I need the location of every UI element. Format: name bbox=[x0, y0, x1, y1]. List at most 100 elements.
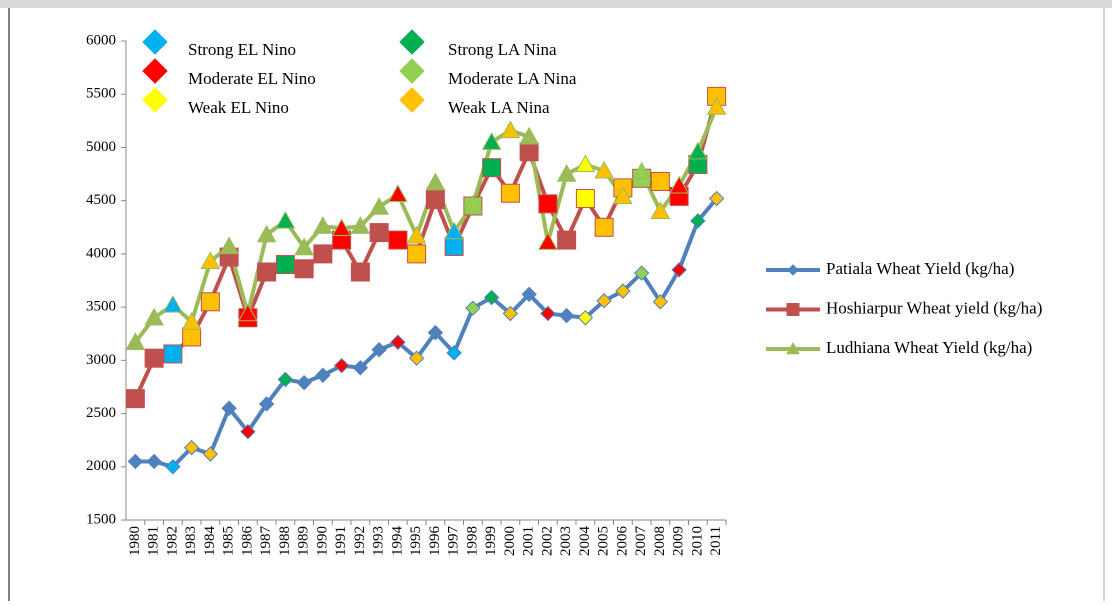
enso-marker bbox=[502, 305, 519, 322]
point-marker bbox=[350, 216, 371, 234]
x-tick-label: 2010 bbox=[689, 526, 705, 556]
point-marker bbox=[369, 197, 389, 215]
x-tick-label: 1997 bbox=[446, 526, 462, 557]
enso-marker bbox=[181, 311, 202, 330]
y-tick-label: 2500 bbox=[86, 405, 116, 421]
x-tick-label: 1992 bbox=[352, 526, 368, 556]
enso-legend-marker bbox=[142, 87, 168, 113]
point-marker bbox=[352, 360, 369, 376]
x-tick-label: 1980 bbox=[127, 526, 143, 556]
enso-marker bbox=[333, 357, 350, 374]
x-tick-label: 1998 bbox=[464, 526, 480, 556]
point-marker bbox=[256, 224, 277, 243]
point-marker bbox=[125, 332, 146, 350]
enso-marker bbox=[575, 189, 595, 209]
point-marker bbox=[427, 324, 444, 341]
enso-marker bbox=[688, 141, 708, 160]
enso-legend-label: Strong LA Nina bbox=[448, 40, 557, 59]
x-tick-label: 1988 bbox=[277, 526, 293, 556]
enso-marker bbox=[500, 120, 521, 139]
x-tick-label: 1999 bbox=[483, 526, 499, 556]
enso-marker bbox=[277, 371, 294, 388]
enso-marker bbox=[275, 255, 295, 275]
enso-marker bbox=[594, 217, 614, 237]
enso-marker bbox=[482, 158, 502, 178]
x-tick-label: 2009 bbox=[671, 526, 687, 556]
x-tick-label: 2008 bbox=[652, 526, 668, 556]
x-tick-label: 2011 bbox=[708, 526, 724, 555]
enso-marker bbox=[200, 292, 220, 312]
enso-legend-marker bbox=[399, 58, 425, 84]
x-tick-label: 2005 bbox=[596, 526, 612, 556]
enso-marker bbox=[483, 289, 500, 306]
enso-marker bbox=[594, 160, 614, 179]
enso-marker bbox=[615, 283, 631, 299]
x-tick-label: 2002 bbox=[539, 526, 555, 556]
point-marker bbox=[315, 367, 331, 383]
enso-marker bbox=[444, 221, 464, 240]
enso-marker bbox=[708, 190, 725, 207]
point-marker bbox=[144, 348, 164, 368]
enso-marker bbox=[500, 183, 520, 203]
x-tick-label: 2000 bbox=[502, 526, 518, 556]
y-tick-label: 2000 bbox=[86, 458, 116, 474]
legend-marker bbox=[786, 341, 800, 355]
enso-legend-label: Weak EL Nino bbox=[188, 98, 289, 117]
point-marker bbox=[257, 262, 277, 282]
legend-marker bbox=[787, 264, 799, 276]
point-marker bbox=[369, 223, 389, 243]
point-marker bbox=[221, 400, 237, 416]
point-marker bbox=[219, 236, 239, 255]
enso-legend-marker bbox=[142, 58, 168, 84]
y-tick-label: 3000 bbox=[86, 352, 116, 368]
enso-marker bbox=[406, 225, 427, 244]
enso-marker bbox=[538, 194, 558, 214]
x-tick-label: 2007 bbox=[633, 526, 649, 557]
point-marker bbox=[425, 172, 446, 191]
enso-marker bbox=[182, 327, 202, 347]
enso-legend-label: Weak LA Nina bbox=[448, 98, 550, 117]
point-marker bbox=[519, 126, 539, 145]
enso-marker bbox=[481, 132, 502, 150]
point-marker bbox=[557, 230, 577, 250]
x-tick-label: 1996 bbox=[427, 526, 443, 557]
point-marker bbox=[425, 190, 445, 210]
point-marker bbox=[127, 453, 144, 470]
enso-marker bbox=[669, 175, 689, 194]
x-tick-label: 2006 bbox=[614, 526, 630, 557]
point-marker bbox=[146, 453, 162, 470]
enso-marker bbox=[650, 201, 671, 220]
x-tick-label: 1982 bbox=[164, 526, 180, 556]
point-marker bbox=[519, 142, 539, 162]
legend-label: Patiala Wheat Yield (kg/ha) bbox=[826, 259, 1014, 278]
x-tick-label: 1990 bbox=[314, 526, 330, 556]
enso-marker bbox=[444, 236, 464, 256]
enso-legend-marker bbox=[399, 29, 425, 55]
x-tick-label: 1981 bbox=[146, 526, 162, 556]
x-tick-label: 1986 bbox=[239, 526, 255, 557]
x-tick-label: 1984 bbox=[202, 526, 218, 557]
x-tick-label: 1991 bbox=[333, 526, 349, 556]
enso-marker bbox=[652, 294, 669, 310]
y-tick-label: 3500 bbox=[86, 299, 116, 315]
enso-marker bbox=[408, 350, 425, 366]
enso-legend-label: Moderate LA Nina bbox=[448, 69, 577, 88]
enso-marker bbox=[388, 184, 408, 202]
enso-marker bbox=[200, 251, 221, 270]
series-line bbox=[135, 197, 719, 469]
point-marker bbox=[144, 307, 164, 326]
x-tick-label: 1985 bbox=[221, 526, 237, 556]
x-tick-label: 2004 bbox=[577, 526, 593, 557]
enso-marker bbox=[671, 262, 687, 278]
point-marker bbox=[296, 374, 312, 391]
enso-marker bbox=[577, 310, 594, 326]
enso-legend-label: Moderate EL Nino bbox=[188, 69, 316, 88]
enso-marker bbox=[706, 96, 727, 115]
point-marker bbox=[125, 389, 145, 409]
enso-marker bbox=[275, 210, 296, 229]
x-tick-label: 1989 bbox=[296, 526, 312, 556]
enso-marker bbox=[540, 305, 556, 322]
enso-marker bbox=[238, 303, 258, 322]
enso-marker bbox=[165, 459, 181, 475]
